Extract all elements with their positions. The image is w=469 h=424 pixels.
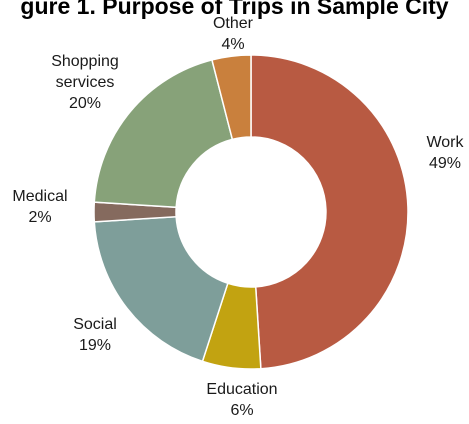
slice-label-shopping-services-value: 20% xyxy=(68,95,102,112)
slice-label-social-value: 19% xyxy=(78,337,112,354)
slice-label-work-value: 49% xyxy=(428,155,462,172)
slice-label-work: Work 49% xyxy=(415,132,469,174)
slice-label-shopping-services: Shopping services 20% xyxy=(35,51,135,114)
slice-label-social: Social 19% xyxy=(55,314,135,356)
slice-label-medical: Medical 2% xyxy=(0,186,80,228)
slice-label-education-name: Education xyxy=(206,381,278,398)
slice-label-other-value: 4% xyxy=(221,36,245,53)
slice-label-other-name: Other xyxy=(212,15,253,32)
slice-label-social-name: Social xyxy=(73,316,117,333)
chart-title: gure 1. Purpose of Trips in Sample City xyxy=(20,0,449,19)
donut-slice-work xyxy=(250,54,409,370)
slice-label-education: Education 6% xyxy=(192,379,292,421)
slice-label-shopping-services-name-line2: services xyxy=(55,74,115,91)
donut-slice-social xyxy=(93,215,229,363)
slice-label-shopping-services-name-line1: Shopping xyxy=(51,53,119,70)
donut-slice-shopping-services xyxy=(93,59,234,209)
slice-label-education-value: 6% xyxy=(230,402,254,419)
slice-label-other: Other 4% xyxy=(193,13,273,55)
slice-label-medical-value: 2% xyxy=(28,209,52,226)
slice-label-medical-name: Medical xyxy=(12,188,68,205)
slice-label-work-name: Work xyxy=(426,134,464,151)
donut-slice-other xyxy=(211,54,252,141)
